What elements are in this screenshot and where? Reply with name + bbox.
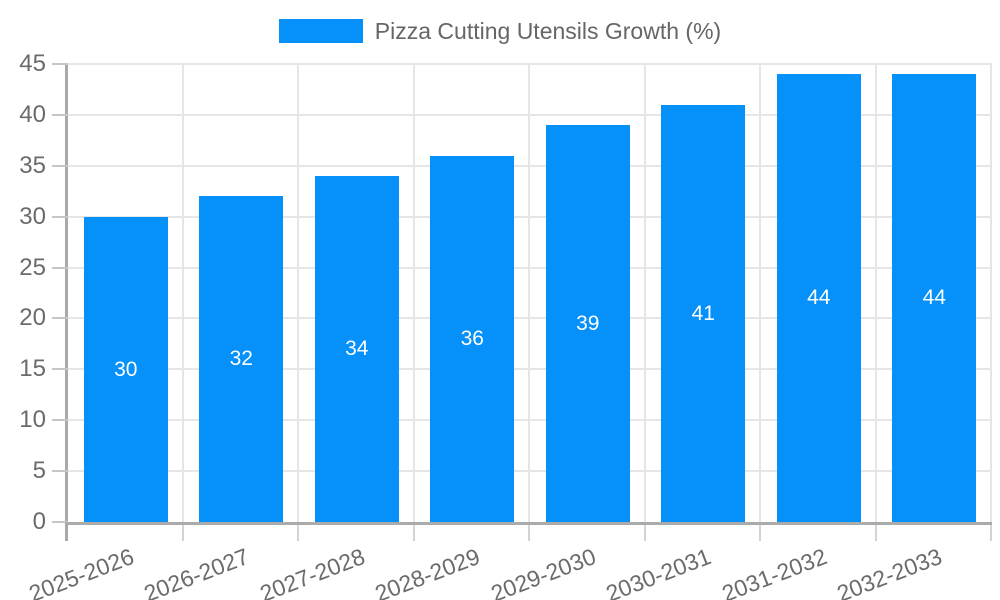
- x-axis-tick: [412, 525, 415, 541]
- bar-value-label: 30: [114, 357, 138, 381]
- x-axis-tick-label: 2032-2033: [833, 543, 946, 600]
- x-axis-tick-label: 2031-2032: [718, 543, 831, 600]
- gridline-horizontal: [68, 368, 992, 371]
- legend-swatch-icon: [278, 19, 363, 43]
- y-axis-tick-label: 30: [19, 202, 46, 230]
- gridline-vertical: [874, 64, 877, 522]
- bar-value-label: 36: [460, 327, 484, 350]
- bar-2032-2033[interactable]: 44: [892, 74, 977, 522]
- x-axis-tick: [181, 525, 184, 541]
- x-axis-tick: [643, 525, 646, 541]
- gridline-horizontal: [68, 266, 992, 269]
- y-axis-tick: [52, 164, 68, 167]
- gridline-horizontal: [68, 317, 992, 320]
- gridline-horizontal: [68, 419, 992, 422]
- bar-value-label: 39: [576, 311, 600, 335]
- x-axis-tick-label: 2027-2028: [256, 543, 369, 600]
- bar-2030-2031[interactable]: 41: [661, 105, 746, 522]
- x-axis-tick-label: 2030-2031: [602, 543, 715, 600]
- y-axis-tick: [52, 419, 68, 422]
- y-axis-tick-label: 35: [19, 151, 46, 179]
- y-axis-tick-label: 0: [32, 508, 46, 535]
- gridline-vertical: [528, 64, 530, 522]
- bar-2029-2030[interactable]: 39: [545, 125, 630, 522]
- y-axis-extension: [65, 522, 68, 541]
- gridline-vertical: [181, 64, 184, 522]
- gridline-vertical: [412, 64, 415, 522]
- x-axis-tick: [874, 525, 877, 541]
- y-axis-tick: [52, 266, 68, 269]
- y-axis-tick-label: 15: [19, 355, 46, 383]
- gridline-vertical: [297, 64, 299, 522]
- y-axis-tick-label: 45: [19, 50, 46, 77]
- bar-value-label: 34: [345, 337, 369, 360]
- y-axis-tick: [52, 113, 68, 116]
- chart-legend: Pizza Cutting Utensils Growth (%): [0, 16, 1000, 46]
- gridline-vertical: [990, 64, 992, 522]
- y-axis-tick-label: 20: [19, 304, 46, 332]
- bar-2028-2029[interactable]: 36: [430, 156, 515, 522]
- y-axis-tick: [52, 521, 68, 523]
- x-axis-tick: [759, 525, 761, 541]
- y-axis-tick: [52, 215, 68, 218]
- y-axis-tick: [52, 317, 68, 320]
- bar-value-label: 44: [807, 286, 831, 309]
- x-axis-tick-label: 2026-2027: [140, 543, 253, 600]
- x-axis-tick-label: 2028-2029: [371, 543, 484, 600]
- y-axis-tick-label: 40: [19, 100, 46, 128]
- legend-label: Pizza Cutting Utensils Growth (%): [374, 17, 722, 44]
- gridline-horizontal: [68, 215, 992, 218]
- bar-2027-2028[interactable]: 34: [314, 176, 399, 522]
- bar-value-label: 32: [229, 347, 253, 370]
- gridline-vertical: [643, 64, 646, 522]
- y-axis-tick: [52, 63, 68, 65]
- x-axis-tick: [528, 525, 530, 541]
- x-axis-tick: [297, 525, 299, 541]
- plot-area: 30 32 34 36 39 41 44 44: [52, 63, 992, 541]
- y-axis-tick: [52, 368, 68, 371]
- y-axis-tick-label: 10: [19, 406, 46, 434]
- y-axis-tick-label: 5: [32, 457, 46, 485]
- bar-2025-2026[interactable]: 30: [83, 217, 168, 522]
- gridline-vertical: [759, 64, 761, 522]
- x-axis-tick: [990, 525, 992, 541]
- x-axis-tick-label: 2029-2030: [487, 543, 600, 600]
- x-axis-tick-label: 2025-2026: [25, 543, 138, 600]
- bar-2031-2032[interactable]: 44: [776, 74, 861, 522]
- gridline-horizontal: [68, 164, 992, 167]
- gridline-horizontal: [68, 63, 992, 65]
- gridline-horizontal: [68, 113, 992, 116]
- y-axis-tick: [52, 470, 68, 473]
- bar-value-label: 41: [691, 301, 715, 325]
- y-axis-tick-label: 25: [19, 253, 46, 281]
- gridline-horizontal: [68, 470, 992, 473]
- bar-value-label: 44: [922, 286, 946, 309]
- legend-item[interactable]: Pizza Cutting Utensils Growth (%): [278, 17, 722, 45]
- bar-2026-2027[interactable]: 32: [199, 196, 284, 522]
